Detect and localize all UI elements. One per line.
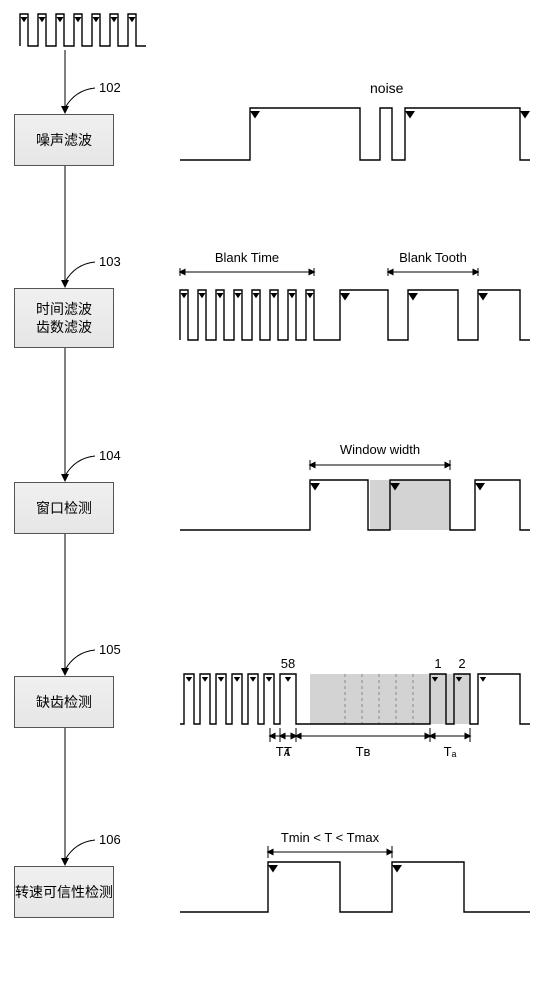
svg-text:Blank Time: Blank Time: [215, 250, 279, 265]
svg-text:103: 103: [99, 254, 121, 269]
svg-text:58: 58: [281, 656, 295, 671]
svg-text:Tʙ: Tʙ: [356, 744, 371, 759]
svg-text:105: 105: [99, 642, 121, 657]
svg-text:Blank Tooth: Blank Tooth: [399, 250, 467, 265]
diagram-svg: 102 103 104 105 106 Blank Time Blank Tooth Wind…: [10, 10, 542, 990]
svg-text:Window width: Window width: [340, 442, 420, 457]
svg-text:Tₐ: Tₐ: [444, 744, 457, 759]
svg-text:Tmin < T < Tmax: Tmin < T < Tmax: [281, 830, 380, 845]
svg-text:Tᴀ: Tᴀ: [276, 744, 291, 759]
svg-text:1: 1: [434, 656, 441, 671]
svg-text:104: 104: [99, 448, 121, 463]
svg-text:2: 2: [458, 656, 465, 671]
svg-text:102: 102: [99, 80, 121, 95]
svg-text:106: 106: [99, 832, 121, 847]
